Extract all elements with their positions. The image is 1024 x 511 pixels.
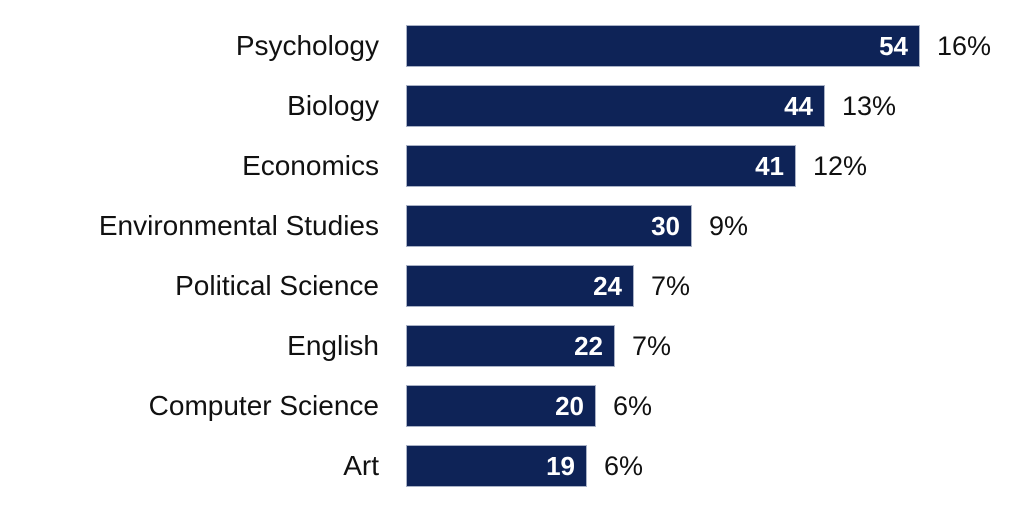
bar-area: 41 12% xyxy=(406,136,1024,196)
bar-area: 30 9% xyxy=(406,196,1024,256)
bar-row: Computer Science 20 6% xyxy=(0,376,1024,436)
category-label: Environmental Studies xyxy=(98,210,379,241)
percent-label: 7% xyxy=(651,270,691,301)
bar-value-label: 20 xyxy=(555,391,584,421)
bar-area: 22 7% xyxy=(406,316,1024,376)
bar: 20 xyxy=(406,385,596,427)
bar-row: Environmental Studies 30 9% xyxy=(0,196,1024,256)
bar-row: Political Science 24 7% xyxy=(0,256,1024,316)
bar: 41 xyxy=(406,145,796,187)
bar-row: English 22 7% xyxy=(0,316,1024,376)
category-label: Art xyxy=(343,450,379,481)
category-label: English xyxy=(287,330,379,361)
bar-value-label: 19 xyxy=(546,451,575,481)
bar-area: 24 7% xyxy=(406,256,1024,316)
bar-row: Economics 41 12% xyxy=(0,136,1024,196)
category-label: Psychology xyxy=(235,30,379,61)
bar-area: 19 6% xyxy=(406,436,1024,496)
percent-label: 13% xyxy=(842,90,897,121)
category-label: Economics xyxy=(242,150,379,181)
percent-label: 16% xyxy=(937,30,992,61)
percent-label: 6% xyxy=(604,450,644,481)
category-label: Political Science xyxy=(175,270,379,301)
bar-value-label: 24 xyxy=(593,271,622,301)
percent-label: 9% xyxy=(709,210,749,241)
bar: 44 xyxy=(406,85,825,127)
bar-row: Biology 44 13% xyxy=(0,76,1024,136)
bar: 22 xyxy=(406,325,615,367)
category-label: Biology xyxy=(287,90,379,121)
bar-row: Psychology 54 16% xyxy=(0,16,1024,76)
bar-value-label: 22 xyxy=(574,331,603,361)
bar-value-label: 54 xyxy=(879,31,908,61)
category-label: Computer Science xyxy=(148,390,379,421)
percent-label: 12% xyxy=(813,150,868,181)
bar: 30 xyxy=(406,205,692,247)
percent-label: 7% xyxy=(632,330,672,361)
bar-row: Art 19 6% xyxy=(0,436,1024,496)
bar-area: 20 6% xyxy=(406,376,1024,436)
bar-value-label: 44 xyxy=(784,91,813,121)
bar-area: 44 13% xyxy=(406,76,1024,136)
bar: 19 xyxy=(406,445,587,487)
bar-area: 54 16% xyxy=(406,16,1024,76)
bar: 24 xyxy=(406,265,634,307)
bar-value-label: 30 xyxy=(651,211,680,241)
bar: 54 xyxy=(406,25,920,67)
bar-value-label: 41 xyxy=(755,151,784,181)
percent-label: 6% xyxy=(613,390,653,421)
